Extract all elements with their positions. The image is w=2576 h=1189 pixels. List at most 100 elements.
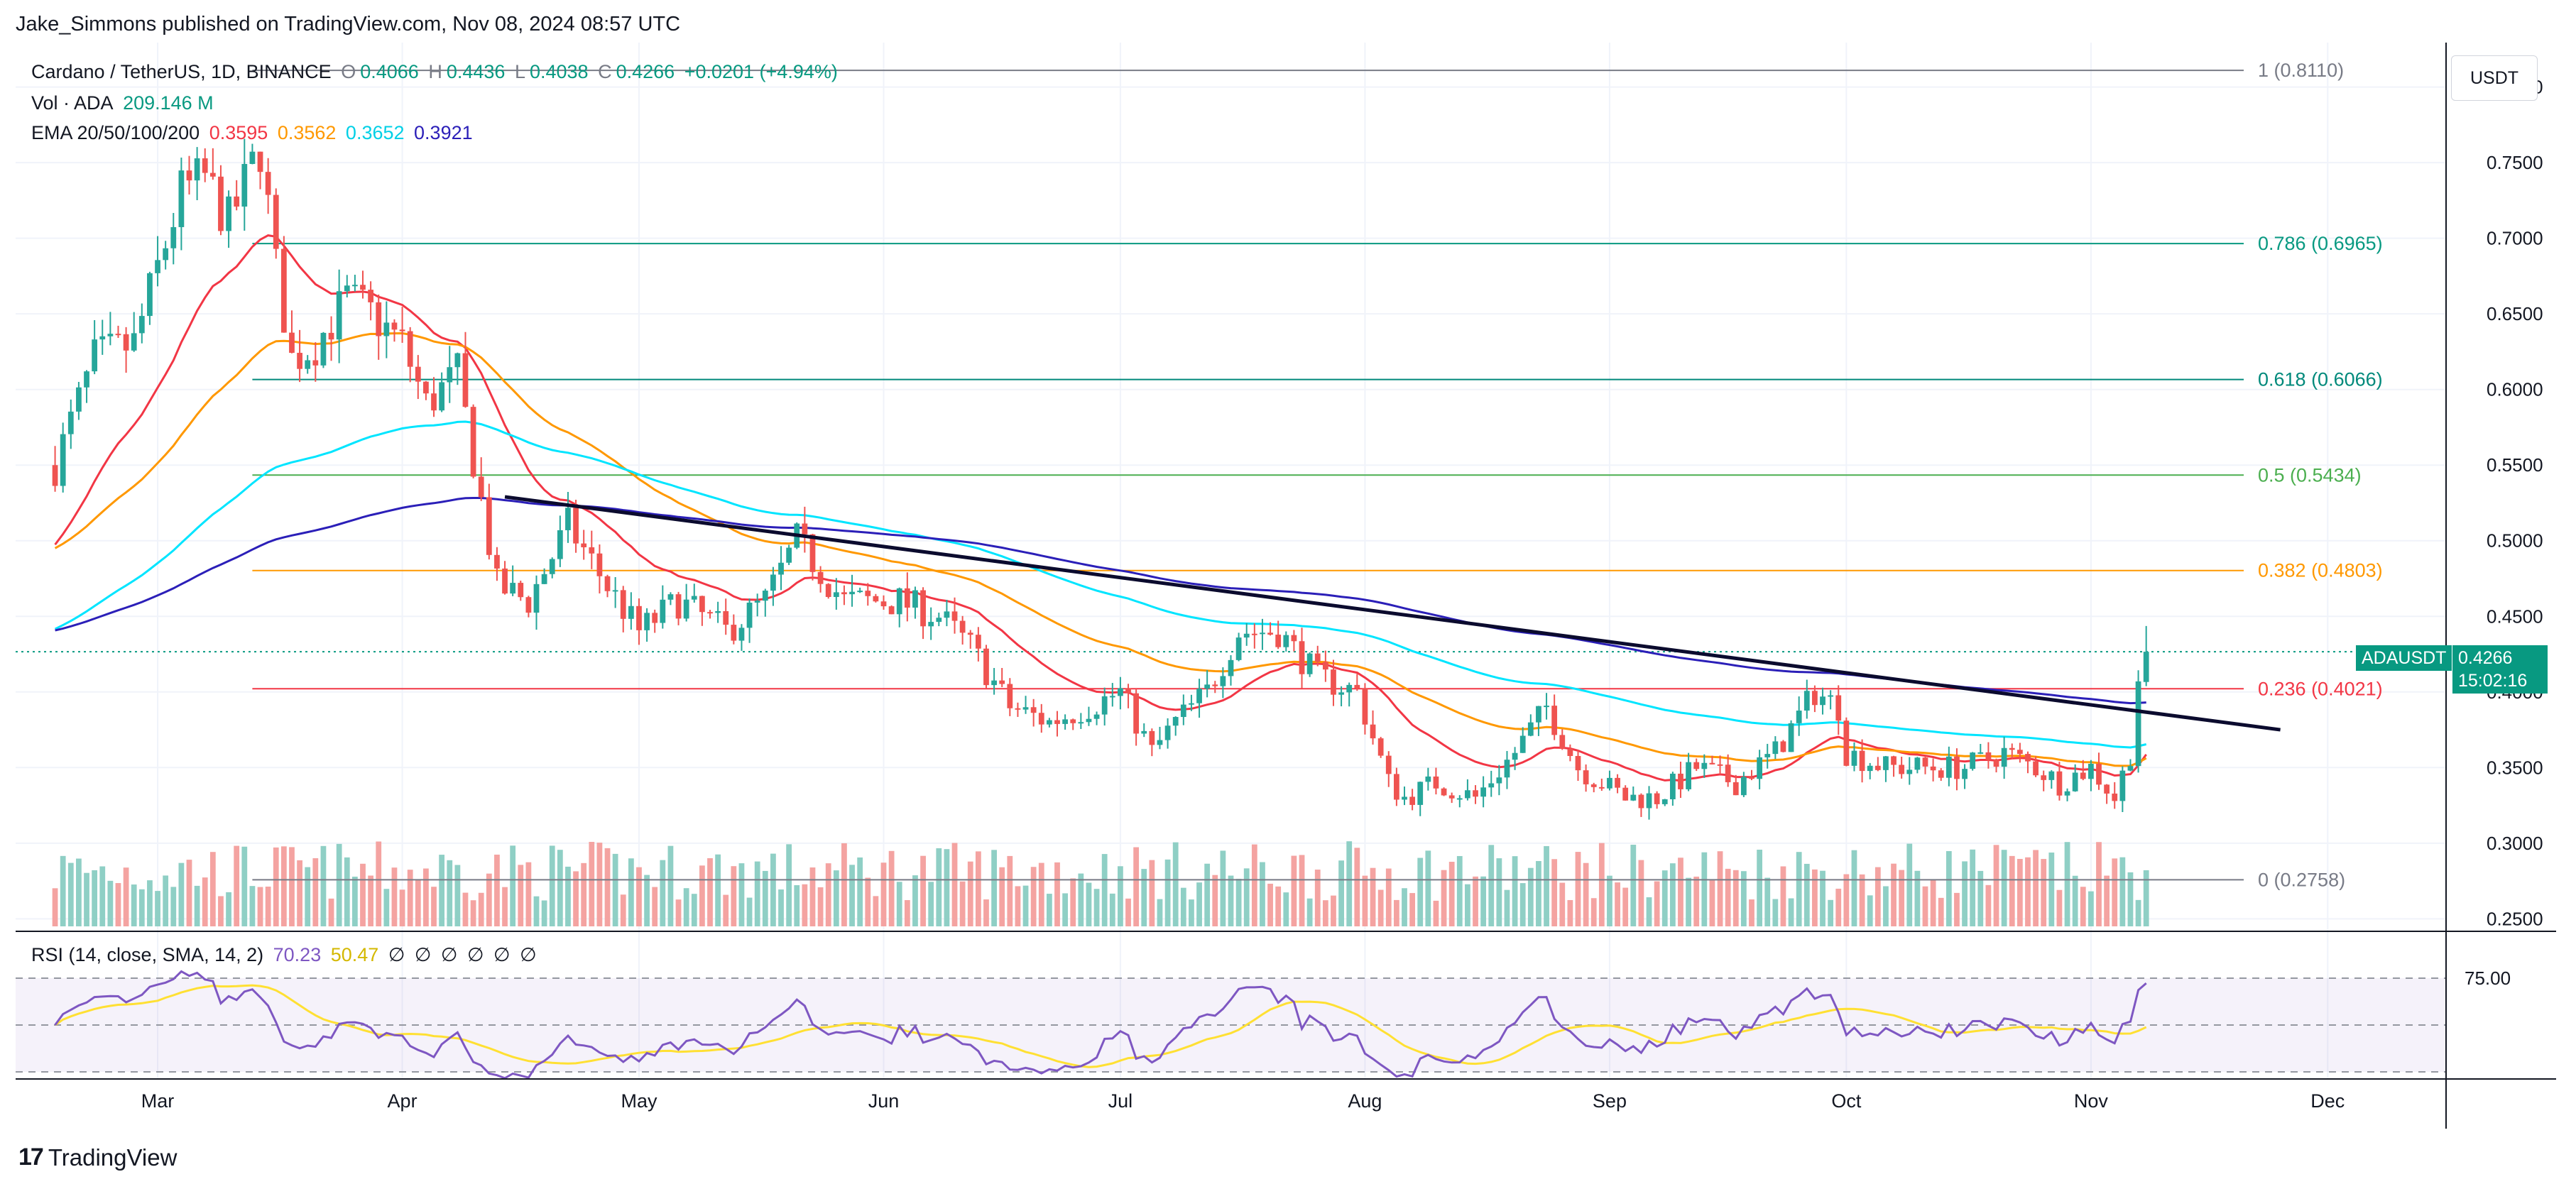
volume-bar [209, 852, 216, 926]
volume-bar [581, 862, 587, 926]
legend-null-4: ∅ [466, 944, 484, 965]
volume-bar [1891, 863, 1896, 926]
candle-body [565, 508, 571, 530]
legend-low: 0.4038 [529, 61, 589, 82]
candle-body [1038, 713, 1044, 725]
y-tick-label: 0.3000 [2487, 833, 2543, 854]
candle-body [1559, 735, 1566, 749]
volume-bar [155, 891, 160, 926]
candle-body [170, 226, 177, 248]
y-tick-label: 0.7500 [2487, 152, 2543, 173]
volume-bar [289, 847, 295, 926]
volume-bar [841, 843, 847, 926]
candle-body [280, 248, 287, 333]
candle-body [1945, 756, 1952, 778]
candle-body [880, 601, 887, 607]
volume-bar [1488, 845, 1495, 926]
legend-vol-label: Vol · ADA [31, 92, 114, 114]
publisher-line: Jake_Simmons published on TradingView.co… [16, 13, 681, 35]
candle-body [1867, 765, 1873, 772]
candle-body [1701, 762, 1708, 769]
volume-bar [1251, 844, 1257, 926]
candle-body [178, 170, 185, 227]
x-tick-label: Apr [388, 1090, 417, 1112]
volume-bar [1906, 843, 1913, 926]
candle-body [107, 334, 114, 336]
volume-bar [107, 880, 114, 926]
volume-bar [470, 900, 476, 926]
candle-body [746, 602, 753, 628]
x-tick-label: Sep [1593, 1090, 1627, 1112]
candle-body [1899, 765, 1905, 774]
legend-ema100: 0.3652 [345, 122, 405, 143]
volume-bar [1709, 880, 1715, 926]
volume-bar [817, 887, 824, 926]
candle-body [628, 606, 634, 619]
volume-bar [462, 892, 469, 926]
volume-bar [1243, 868, 1250, 926]
volume-bar [1725, 868, 1731, 926]
volume-bar [1228, 875, 1234, 926]
candle-body [52, 465, 58, 486]
candle-body [652, 613, 658, 623]
volume-bar [170, 887, 177, 926]
volume-bar [1417, 857, 1424, 926]
candle-body [873, 596, 879, 602]
candle-body [928, 622, 934, 627]
volume-bar [1046, 894, 1052, 926]
candle-body [1717, 764, 1723, 766]
volume-bar [131, 884, 137, 926]
candle-body [1749, 777, 1754, 779]
candle-body [1874, 765, 1881, 770]
fib-level-label: 0.618 (0.6066) [2258, 369, 2383, 390]
volume-bar [486, 873, 492, 926]
volume-bar [99, 866, 106, 926]
candle-body [2056, 771, 2063, 796]
volume-bar [2143, 870, 2149, 926]
candle-body [2104, 784, 2110, 794]
candle-body [857, 591, 863, 593]
volume-bar [699, 865, 705, 926]
tradingview-branding[interactable]: 17 TradingView [18, 1144, 177, 1171]
volume-bar [1544, 845, 1549, 926]
currency-button[interactable]: USDT [2451, 55, 2538, 101]
fib-level-label: 0.382 (0.4803) [2258, 560, 2383, 581]
volume-bar [770, 853, 776, 926]
volume-bar [1078, 873, 1084, 926]
candle-body [1456, 798, 1463, 800]
legend-symbol-row: Cardano / TetherUS, 1D, BINANCE O 0.4066 … [31, 61, 842, 83]
volume-bar [1654, 881, 1660, 926]
candle-body [1788, 723, 1794, 752]
candle-body [683, 599, 689, 619]
y-tick-label: 0.3500 [2487, 757, 2543, 778]
candle-body [1314, 653, 1321, 662]
candle-body [525, 597, 532, 613]
volume-bar [1598, 843, 1605, 926]
volume-bar [1899, 870, 1905, 926]
volume-bar [1985, 884, 1992, 926]
volume-bar [226, 892, 231, 926]
volume-bar [809, 867, 816, 926]
y-tick-label: 0.7000 [2487, 228, 2543, 249]
candle-body [1812, 691, 1818, 706]
volume-bar [849, 865, 855, 926]
candle-body [707, 612, 713, 614]
candle-body [351, 285, 358, 287]
candle-body [1615, 777, 1620, 788]
volume-bar [257, 887, 263, 926]
candle-body [518, 583, 524, 598]
volume-bar [2072, 875, 2078, 926]
volume-bar [1977, 870, 1984, 926]
candle-body [305, 360, 311, 369]
candle-body [786, 547, 792, 563]
volume-bar [660, 860, 666, 926]
volume-bar [1038, 862, 1044, 926]
candle-body [1385, 755, 1392, 774]
candle-body [533, 583, 540, 613]
candle-body [612, 590, 618, 592]
candle-body [1803, 691, 1810, 711]
y-tick-label: 0.6000 [2487, 379, 2543, 400]
volume-bar [1749, 899, 1754, 926]
candle-body [1654, 793, 1660, 804]
